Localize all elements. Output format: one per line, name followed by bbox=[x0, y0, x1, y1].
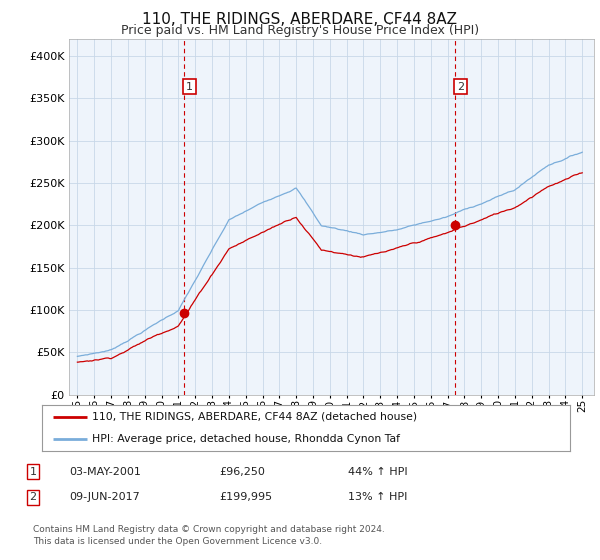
Text: 1: 1 bbox=[29, 466, 37, 477]
Text: 44% ↑ HPI: 44% ↑ HPI bbox=[348, 466, 407, 477]
Text: £199,995: £199,995 bbox=[219, 492, 272, 502]
Text: 110, THE RIDINGS, ABERDARE, CF44 8AZ: 110, THE RIDINGS, ABERDARE, CF44 8AZ bbox=[143, 12, 458, 27]
Text: 110, THE RIDINGS, ABERDARE, CF44 8AZ (detached house): 110, THE RIDINGS, ABERDARE, CF44 8AZ (de… bbox=[92, 412, 417, 422]
Text: £96,250: £96,250 bbox=[219, 466, 265, 477]
Text: 13% ↑ HPI: 13% ↑ HPI bbox=[348, 492, 407, 502]
Text: HPI: Average price, detached house, Rhondda Cynon Taf: HPI: Average price, detached house, Rhon… bbox=[92, 434, 400, 444]
Text: Price paid vs. HM Land Registry's House Price Index (HPI): Price paid vs. HM Land Registry's House … bbox=[121, 24, 479, 37]
Text: 2: 2 bbox=[457, 82, 464, 91]
Text: 1: 1 bbox=[186, 82, 193, 91]
Text: 03-MAY-2001: 03-MAY-2001 bbox=[69, 466, 141, 477]
Text: 2: 2 bbox=[29, 492, 37, 502]
Text: Contains HM Land Registry data © Crown copyright and database right 2024.
This d: Contains HM Land Registry data © Crown c… bbox=[33, 525, 385, 546]
Text: 09-JUN-2017: 09-JUN-2017 bbox=[69, 492, 140, 502]
